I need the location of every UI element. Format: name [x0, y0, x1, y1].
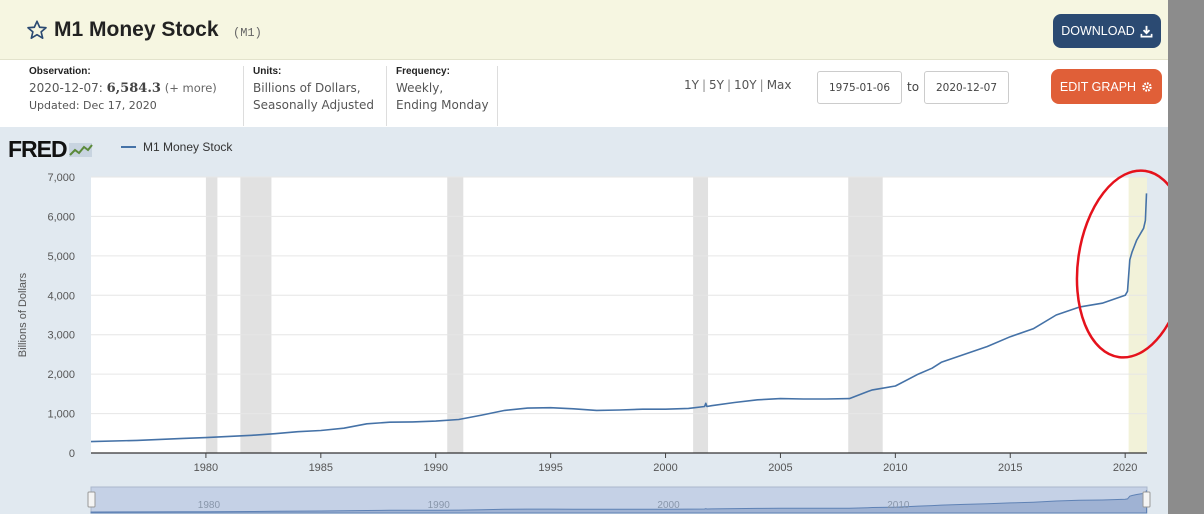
y-axis-title: Billions of Dollars — [17, 272, 29, 357]
x-tick-label: 1990 — [423, 462, 447, 474]
y-tick-label: 3,000 — [47, 330, 75, 342]
navigator-label: 2000 — [657, 500, 680, 511]
m1-chart[interactable]: 0 1,000 2,000 3,000 4,000 5,000 6,000 7,000 1980… — [0, 0, 1168, 514]
navigator-left-handle[interactable] — [87, 491, 96, 508]
y-tick-label: 1,000 — [47, 409, 75, 421]
y-tick-label: 6,000 — [47, 211, 75, 223]
series-id: (M1) — [233, 26, 262, 40]
chart-legend: M1 Money Stock — [121, 140, 232, 154]
frequency-line2: Ending Monday — [396, 98, 489, 112]
range-1y-link[interactable]: 1Y — [684, 78, 699, 92]
y-tick-label: 2,000 — [47, 369, 75, 381]
observation-value: 6,584.3 — [106, 81, 161, 96]
date-to-label: to — [907, 80, 920, 94]
recession-band — [205, 177, 218, 453]
legend-swatch — [121, 146, 136, 148]
units-block: Units: Billions of Dollars, Seasonally A… — [243, 66, 374, 126]
end-date-input[interactable]: 2020-12-07 — [924, 71, 1009, 104]
x-tick-label: 2020 — [1113, 462, 1137, 474]
recession-band — [447, 177, 464, 453]
app-frame: M1 Money Stock (M1) DOWNLOAD Observation… — [0, 0, 1168, 514]
observation-label: Observation: — [29, 66, 91, 77]
y-tick-label: 5,000 — [47, 251, 75, 263]
y-tick-label: 0 — [69, 448, 75, 460]
range-5y-link[interactable]: 5Y — [709, 78, 724, 92]
observation-date: 2020-12-07: — [29, 81, 103, 95]
x-tick-label: 2015 — [998, 462, 1022, 474]
frequency-label: Frequency: — [396, 66, 450, 77]
series-line-m1 — [90, 193, 1148, 443]
start-date-input[interactable]: 1975-01-06 — [817, 71, 902, 104]
navigator-right-handle[interactable] — [1142, 491, 1151, 508]
x-tick-label: 1995 — [538, 462, 562, 474]
highlight-band — [1128, 177, 1147, 453]
download-button[interactable]: DOWNLOAD — [1053, 14, 1161, 48]
units-line2: Seasonally Adjusted — [253, 98, 375, 112]
range-links: 1Y | 5Y | 10Y | Max — [684, 78, 792, 92]
page-title: M1 Money Stock — [54, 18, 219, 41]
recession-band — [848, 177, 883, 453]
range-10y-link[interactable]: 10Y — [734, 78, 757, 92]
fred-chart-icon — [68, 143, 93, 157]
x-tick-label: 1980 — [194, 462, 218, 474]
annotation-circle — [1075, 169, 1168, 359]
recession-band — [693, 177, 709, 453]
x-tick-label: 2010 — [883, 462, 907, 474]
frequency-block: Frequency: Weekly, Ending Monday — [386, 66, 498, 126]
units-label: Units: — [253, 66, 282, 77]
edit-graph-label: EDIT GRAPH — [1059, 79, 1137, 94]
range-max-link[interactable]: Max — [766, 78, 792, 92]
page-scrollbar[interactable] — [1168, 0, 1204, 514]
navigator-label: 1990 — [428, 500, 451, 511]
gear-icon — [1142, 81, 1152, 92]
x-tick-label: 2005 — [768, 462, 792, 474]
navigator-label: 2010 — [887, 500, 910, 511]
download-icon — [1140, 25, 1153, 37]
frequency-line1: Weekly, — [396, 81, 444, 95]
recession-band — [240, 177, 272, 453]
legend-label: M1 Money Stock — [143, 140, 233, 154]
download-label: DOWNLOAD — [1061, 24, 1135, 38]
series-header: M1 Money Stock (M1) DOWNLOAD — [0, 0, 1168, 60]
edit-graph-button[interactable]: EDIT GRAPH — [1051, 69, 1162, 104]
y-tick-label: 7,000 — [47, 172, 75, 184]
fred-logo: FRED — [8, 136, 94, 163]
navigator-series-area — [90, 490, 1147, 514]
x-tick-label: 2000 — [653, 462, 677, 474]
updated-date: Updated: Dec 17, 2020 — [29, 99, 157, 112]
observation-block: Observation: 2020-12-07: 6,584.3 (+ more… — [29, 66, 217, 126]
navigator-label: 1980 — [198, 500, 221, 511]
navigator-window — [90, 486, 1148, 514]
x-tick-label: 1985 — [309, 462, 333, 474]
y-tick-label: 4,000 — [47, 290, 75, 302]
units-line1: Billions of Dollars, — [253, 81, 361, 95]
star-icon[interactable] — [26, 19, 48, 41]
more-observations-link[interactable]: (+ more) — [164, 81, 217, 95]
